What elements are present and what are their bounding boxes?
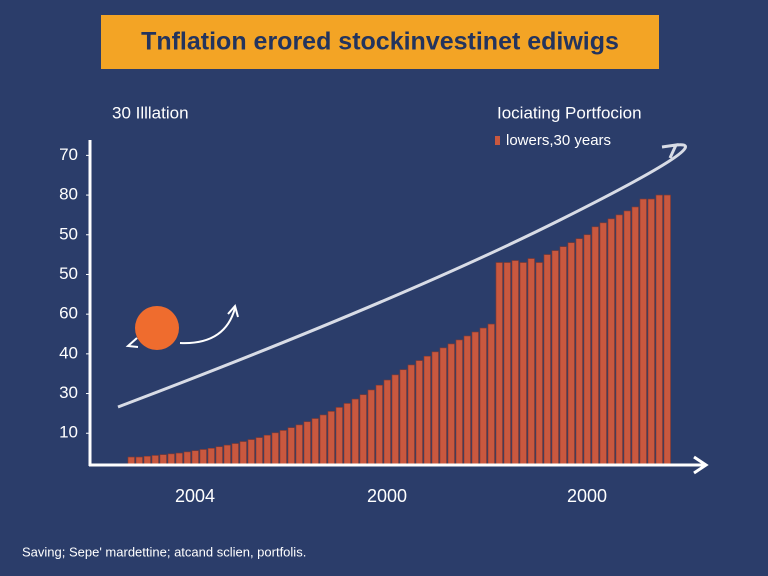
bar: [159, 454, 167, 466]
bar: [463, 335, 471, 466]
bar: [623, 210, 631, 466]
bar: [375, 384, 383, 466]
bar: [191, 450, 199, 466]
y-tick-label: 40: [59, 343, 78, 362]
x-tick-label: 2004: [175, 486, 215, 506]
bar: [495, 262, 503, 466]
bar: [175, 452, 183, 466]
bar: [343, 403, 351, 466]
bar: [255, 437, 263, 466]
bar: [199, 449, 207, 466]
y-tick-label: 30: [59, 383, 78, 402]
bar: [519, 262, 527, 466]
bar: [607, 218, 615, 466]
bar: [311, 418, 319, 466]
bar: [591, 226, 599, 466]
bar: [599, 222, 607, 466]
chart-title: Tnflation erored stockinvestinet ediwigs: [141, 28, 619, 56]
bar: [647, 198, 655, 466]
bar: [447, 343, 455, 466]
bar: [543, 254, 551, 466]
bar: [455, 339, 463, 466]
legend-title: Iociating Portfocion: [497, 103, 642, 122]
bar: [247, 439, 255, 466]
bar: [359, 394, 367, 466]
bar: [535, 262, 543, 466]
bar: [167, 453, 175, 466]
bar: [503, 262, 511, 466]
y-tick-label: 50: [59, 264, 78, 283]
y-tick-label: 50: [59, 224, 78, 243]
y-tick-label: 60: [59, 304, 78, 323]
bar: [327, 411, 335, 466]
bar: [351, 398, 359, 466]
bar: [567, 242, 575, 466]
y-axis-label: 30 Illlation: [112, 103, 189, 122]
footer: Saving; Sepe' mardettine; atcand sclien,…: [22, 544, 306, 559]
bar: [287, 427, 295, 466]
bar: [215, 446, 223, 466]
title-banner: [101, 15, 659, 69]
bar: [527, 258, 535, 466]
x-tick-label: 2000: [567, 486, 607, 506]
orange-dot: [135, 306, 179, 350]
trend-arrowhead: [661, 143, 679, 159]
bar: [631, 206, 639, 466]
y-tick-label: 80: [59, 185, 78, 204]
x-tick-label: 2000: [367, 486, 407, 506]
bar: [471, 331, 479, 466]
bar: [423, 355, 431, 466]
bar: [439, 347, 447, 466]
bar: [615, 214, 623, 466]
bar: [271, 432, 279, 466]
bar: [663, 194, 671, 466]
bar: [231, 443, 239, 466]
bar: [583, 234, 591, 466]
curved-arrow: [179, 307, 236, 345]
bar: [335, 407, 343, 466]
bar: [383, 379, 391, 466]
curved-arrowhead: [227, 303, 239, 318]
bar: [279, 430, 287, 466]
bar: [399, 369, 407, 466]
bar: [239, 441, 247, 466]
bar: [511, 260, 519, 466]
bar: [415, 360, 423, 466]
bar: [431, 351, 439, 466]
y-tick-label: 70: [59, 145, 78, 164]
bar: [487, 323, 495, 466]
bar: [559, 246, 567, 466]
bar: [183, 451, 191, 466]
bar: [655, 194, 663, 466]
bar: [319, 414, 327, 466]
trend-arrow: [117, 143, 687, 409]
bar: [575, 238, 583, 466]
legend-marker: [495, 136, 500, 145]
legend-label: lowers,30 years: [506, 132, 611, 149]
small-arrowhead: [125, 337, 139, 348]
y-tick-label: 10: [59, 423, 78, 442]
x-axis-arrowhead: [693, 455, 709, 475]
bar: [551, 250, 559, 466]
bar: [367, 389, 375, 466]
bar: [639, 198, 647, 466]
bar: [295, 424, 303, 466]
bar: [207, 448, 215, 466]
bar: [263, 434, 271, 466]
bar: [223, 444, 231, 466]
bar: [391, 374, 399, 466]
bar: [479, 327, 487, 466]
bar: [303, 421, 311, 466]
bar: [407, 364, 415, 466]
